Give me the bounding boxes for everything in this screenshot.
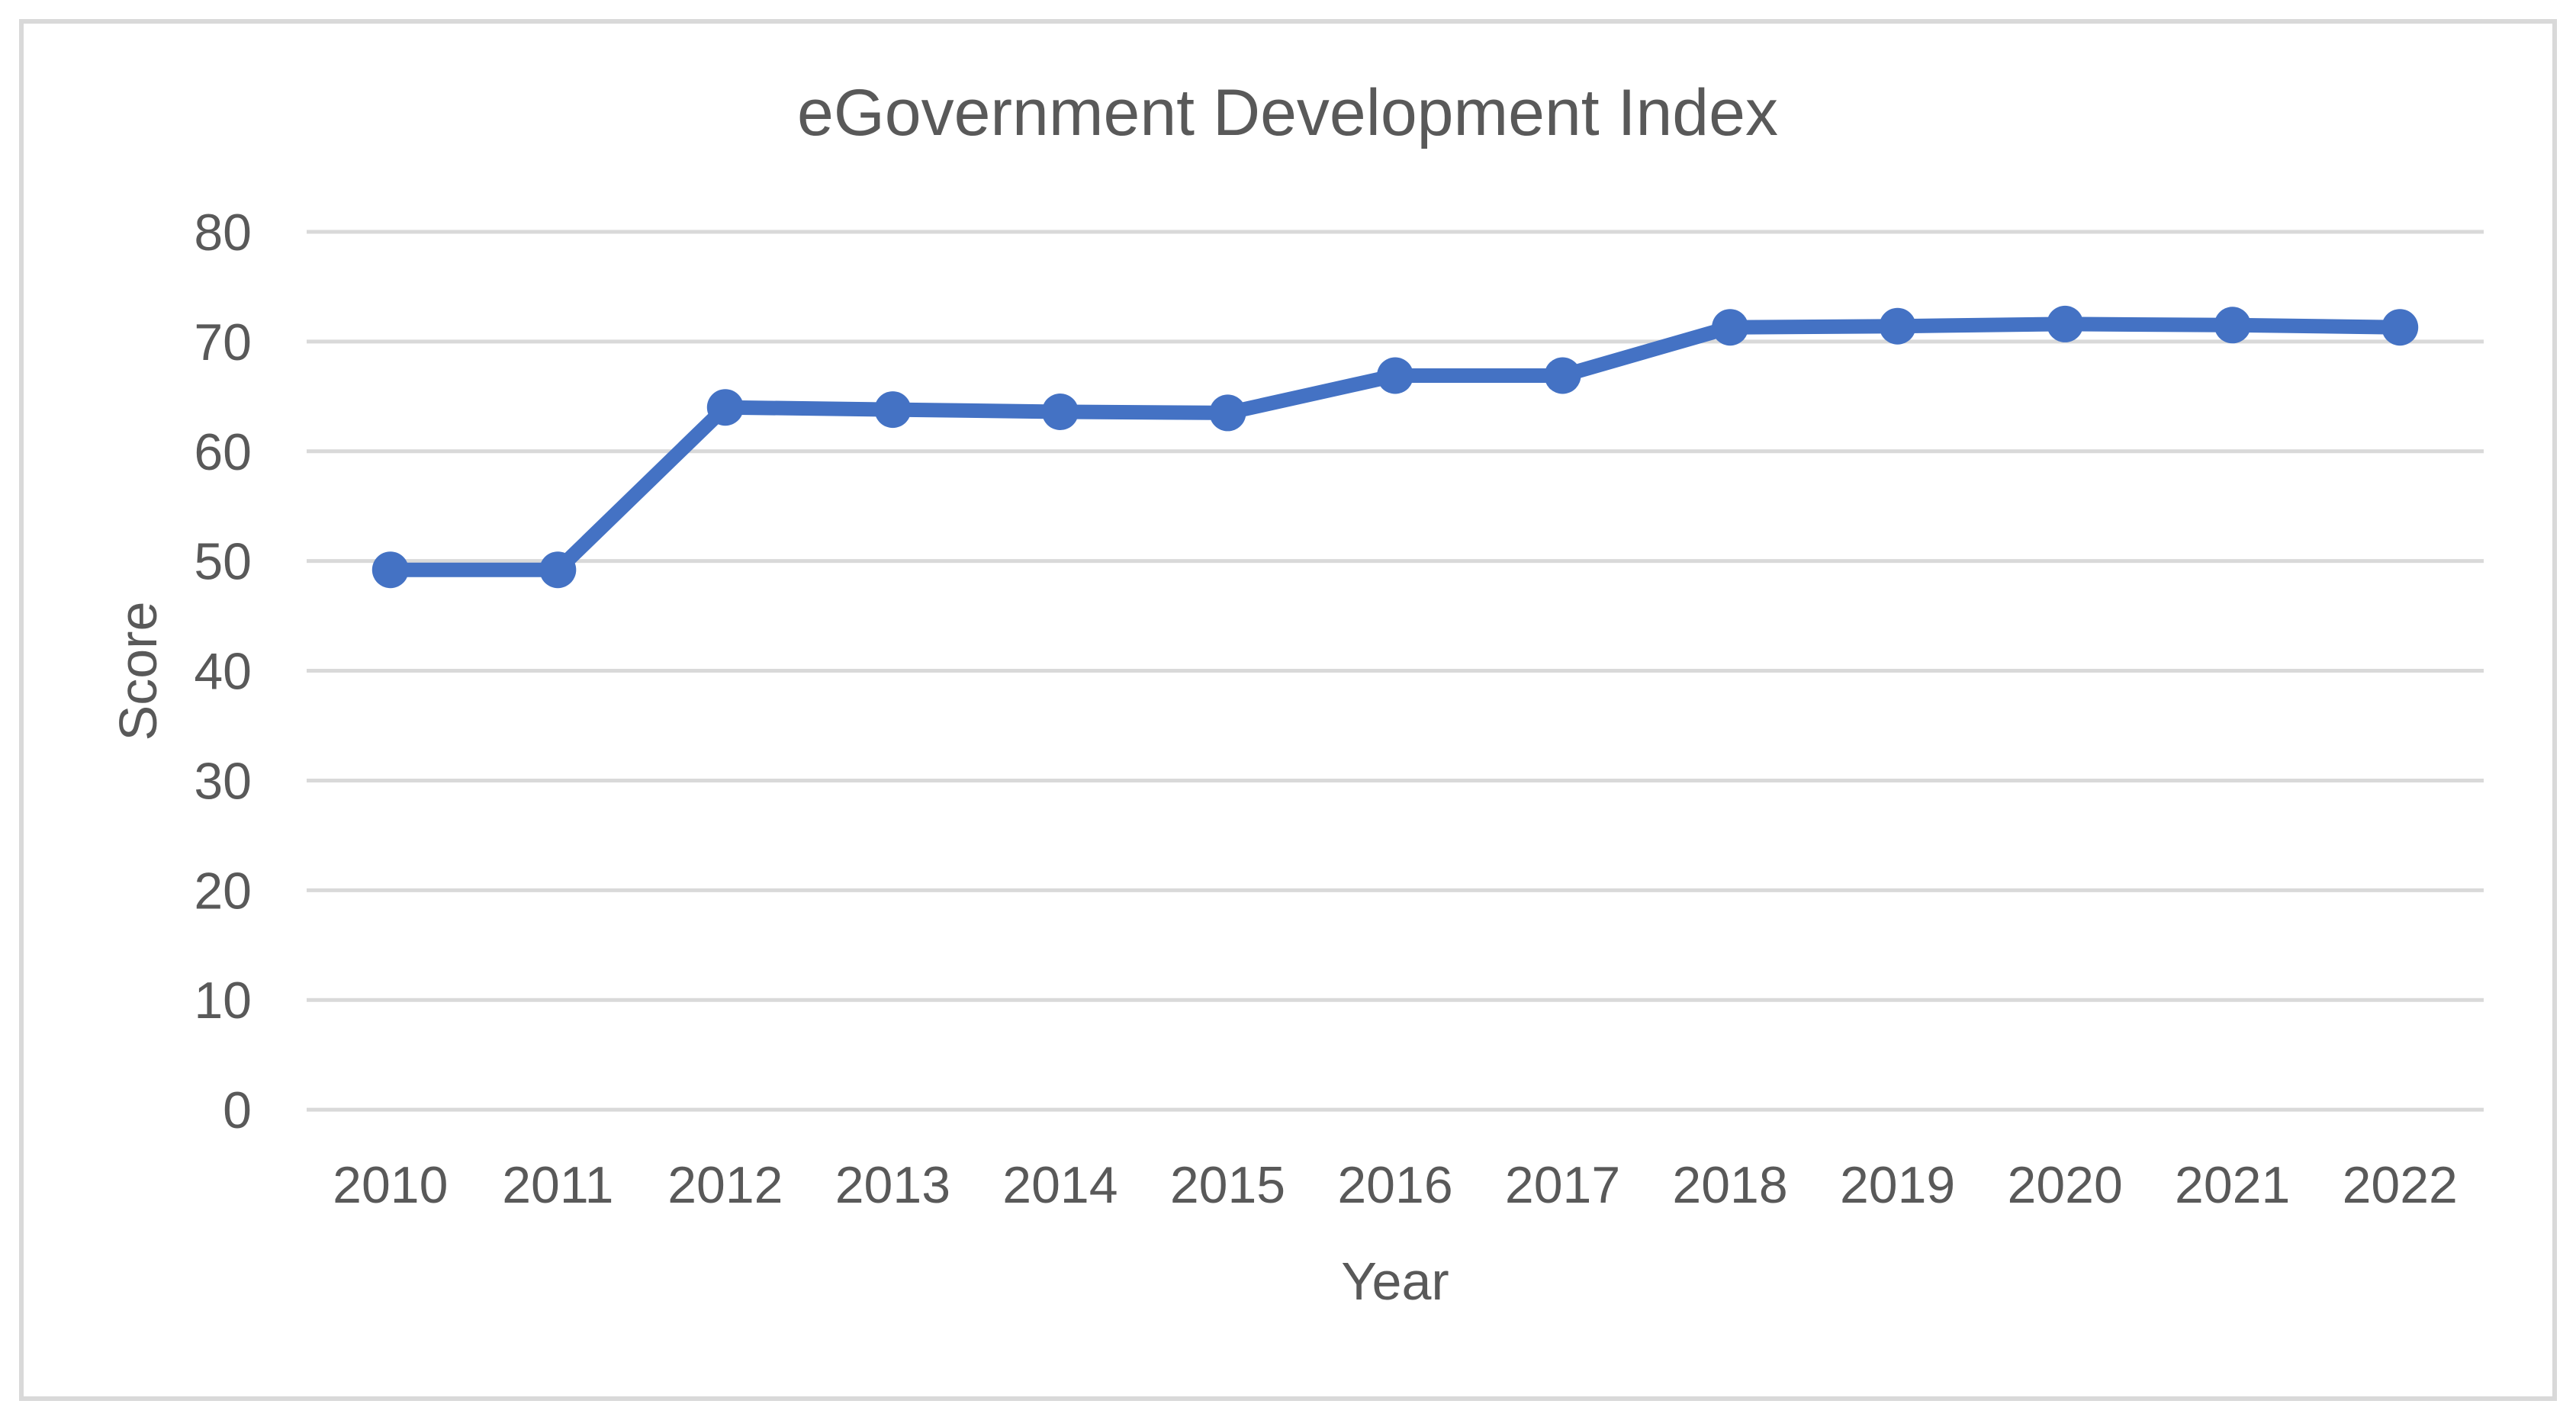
x-tick-label: 2020 bbox=[2008, 1156, 2123, 1214]
x-tick-label: 2014 bbox=[1002, 1156, 1118, 1214]
data-point-marker bbox=[874, 391, 912, 429]
data-point-marker bbox=[1712, 309, 1749, 346]
x-tick-label: 2019 bbox=[1840, 1156, 1955, 1214]
y-tick-label: 40 bbox=[194, 643, 252, 701]
data-point-marker bbox=[1041, 394, 1079, 430]
data-point-marker bbox=[2381, 309, 2419, 346]
y-axis-title: Score bbox=[108, 602, 168, 741]
y-tick-label: 0 bbox=[223, 1081, 252, 1139]
data-point-marker bbox=[1209, 394, 1246, 432]
data-point-marker bbox=[1377, 357, 1413, 394]
y-tick-label: 80 bbox=[194, 204, 252, 262]
y-tick-label: 30 bbox=[194, 752, 252, 810]
chart-border bbox=[19, 19, 2557, 1401]
chart-title: eGovernment Development Index bbox=[797, 76, 1778, 149]
x-tick-label: 2010 bbox=[333, 1156, 448, 1214]
data-point-marker bbox=[2047, 305, 2084, 342]
y-tick-label: 20 bbox=[194, 862, 252, 920]
x-tick-label: 2022 bbox=[2343, 1156, 2458, 1214]
x-tick-label: 2021 bbox=[2175, 1156, 2290, 1214]
x-tick-label: 2012 bbox=[667, 1156, 783, 1214]
x-tick-label: 2015 bbox=[1170, 1156, 1285, 1214]
data-point-marker bbox=[1879, 307, 1916, 345]
y-axis-tick-labels: 0 10 20 30 40 50 60 70 80 bbox=[194, 204, 252, 1139]
x-tick-label: 2018 bbox=[1672, 1156, 1787, 1214]
y-tick-label: 10 bbox=[194, 972, 252, 1030]
x-tick-label: 2013 bbox=[835, 1156, 950, 1214]
x-axis-tick-labels: 2010 2011 2012 2013 2014 2015 2016 2017 2018 2019… bbox=[333, 1156, 2458, 1214]
y-tick-label: 50 bbox=[194, 533, 252, 591]
x-tick-label: 2011 bbox=[502, 1156, 613, 1214]
data-point-marker bbox=[539, 551, 577, 589]
y-tick-label: 60 bbox=[194, 423, 252, 481]
x-tick-label: 2017 bbox=[1505, 1156, 1620, 1214]
x-tick-label: 2016 bbox=[1337, 1156, 1452, 1214]
x-axis-title: Year bbox=[1341, 1251, 1449, 1311]
y-tick-label: 70 bbox=[194, 313, 252, 371]
series-layer bbox=[371, 305, 2419, 589]
data-point-marker bbox=[706, 389, 744, 426]
gridlines bbox=[307, 230, 2484, 1112]
data-point-marker bbox=[1544, 357, 1581, 394]
data-point-marker bbox=[2214, 307, 2251, 344]
data-point-marker bbox=[371, 551, 409, 589]
